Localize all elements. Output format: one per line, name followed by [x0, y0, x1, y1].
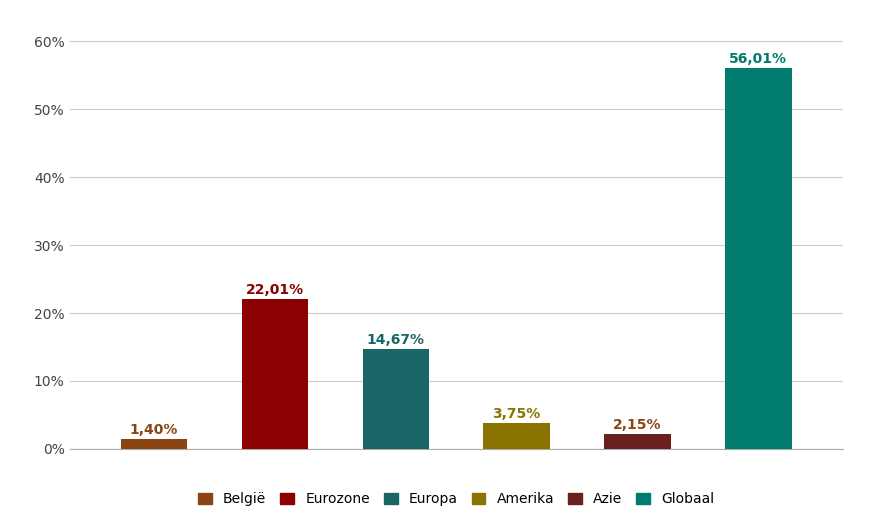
Legend: België, Eurozone, Europa, Amerika, Azie, Globaal: België, Eurozone, Europa, Amerika, Azie,…	[198, 492, 714, 506]
Text: 22,01%: 22,01%	[246, 282, 304, 296]
Bar	[483, 423, 550, 449]
Text: 2,15%: 2,15%	[614, 418, 661, 432]
Bar	[604, 434, 671, 449]
Bar	[242, 300, 308, 449]
Text: 1,40%: 1,40%	[130, 423, 178, 437]
Bar	[362, 349, 429, 449]
Text: 3,75%: 3,75%	[493, 407, 541, 421]
Text: 56,01%: 56,01%	[729, 52, 787, 66]
Bar	[121, 440, 188, 449]
Text: 14,67%: 14,67%	[367, 333, 425, 347]
Bar	[725, 68, 792, 449]
